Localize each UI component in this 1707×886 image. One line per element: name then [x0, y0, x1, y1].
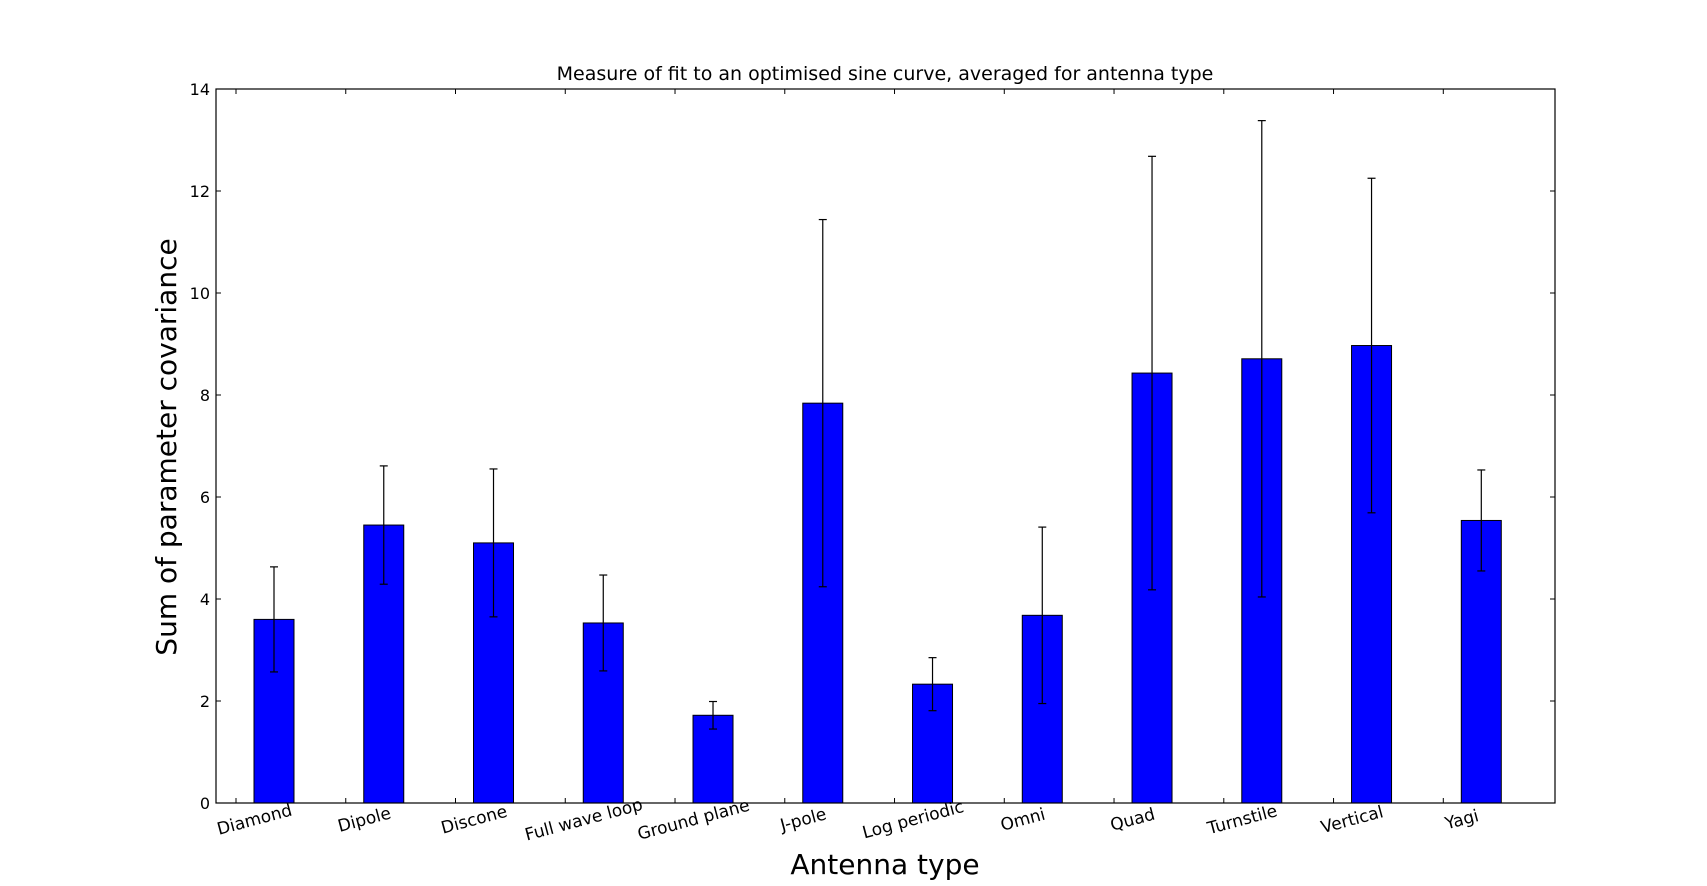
- y-tick-label: 10: [190, 284, 210, 303]
- ticks-layer: [216, 88, 1555, 804]
- errorbars-layer: [270, 120, 1486, 730]
- x-axis-label: Antenna type: [790, 848, 979, 881]
- y-tick-labels: 0 2 4 6 8 10 12 14: [190, 80, 210, 813]
- plot-frame: [215, 88, 1556, 804]
- y-tick-label: 8: [200, 386, 210, 405]
- y-tick-label: 6: [200, 488, 210, 507]
- y-tick-label: 14: [190, 80, 210, 99]
- y-tick-label: 4: [200, 590, 210, 609]
- y-axis-label: Sum of parameter covariance: [150, 238, 183, 655]
- y-tick-label: 2: [200, 692, 210, 711]
- y-tick-label: 0: [200, 794, 210, 813]
- chart-title: Measure of fit to an optimised sine curv…: [557, 63, 1214, 85]
- y-tick-label: 12: [190, 182, 210, 201]
